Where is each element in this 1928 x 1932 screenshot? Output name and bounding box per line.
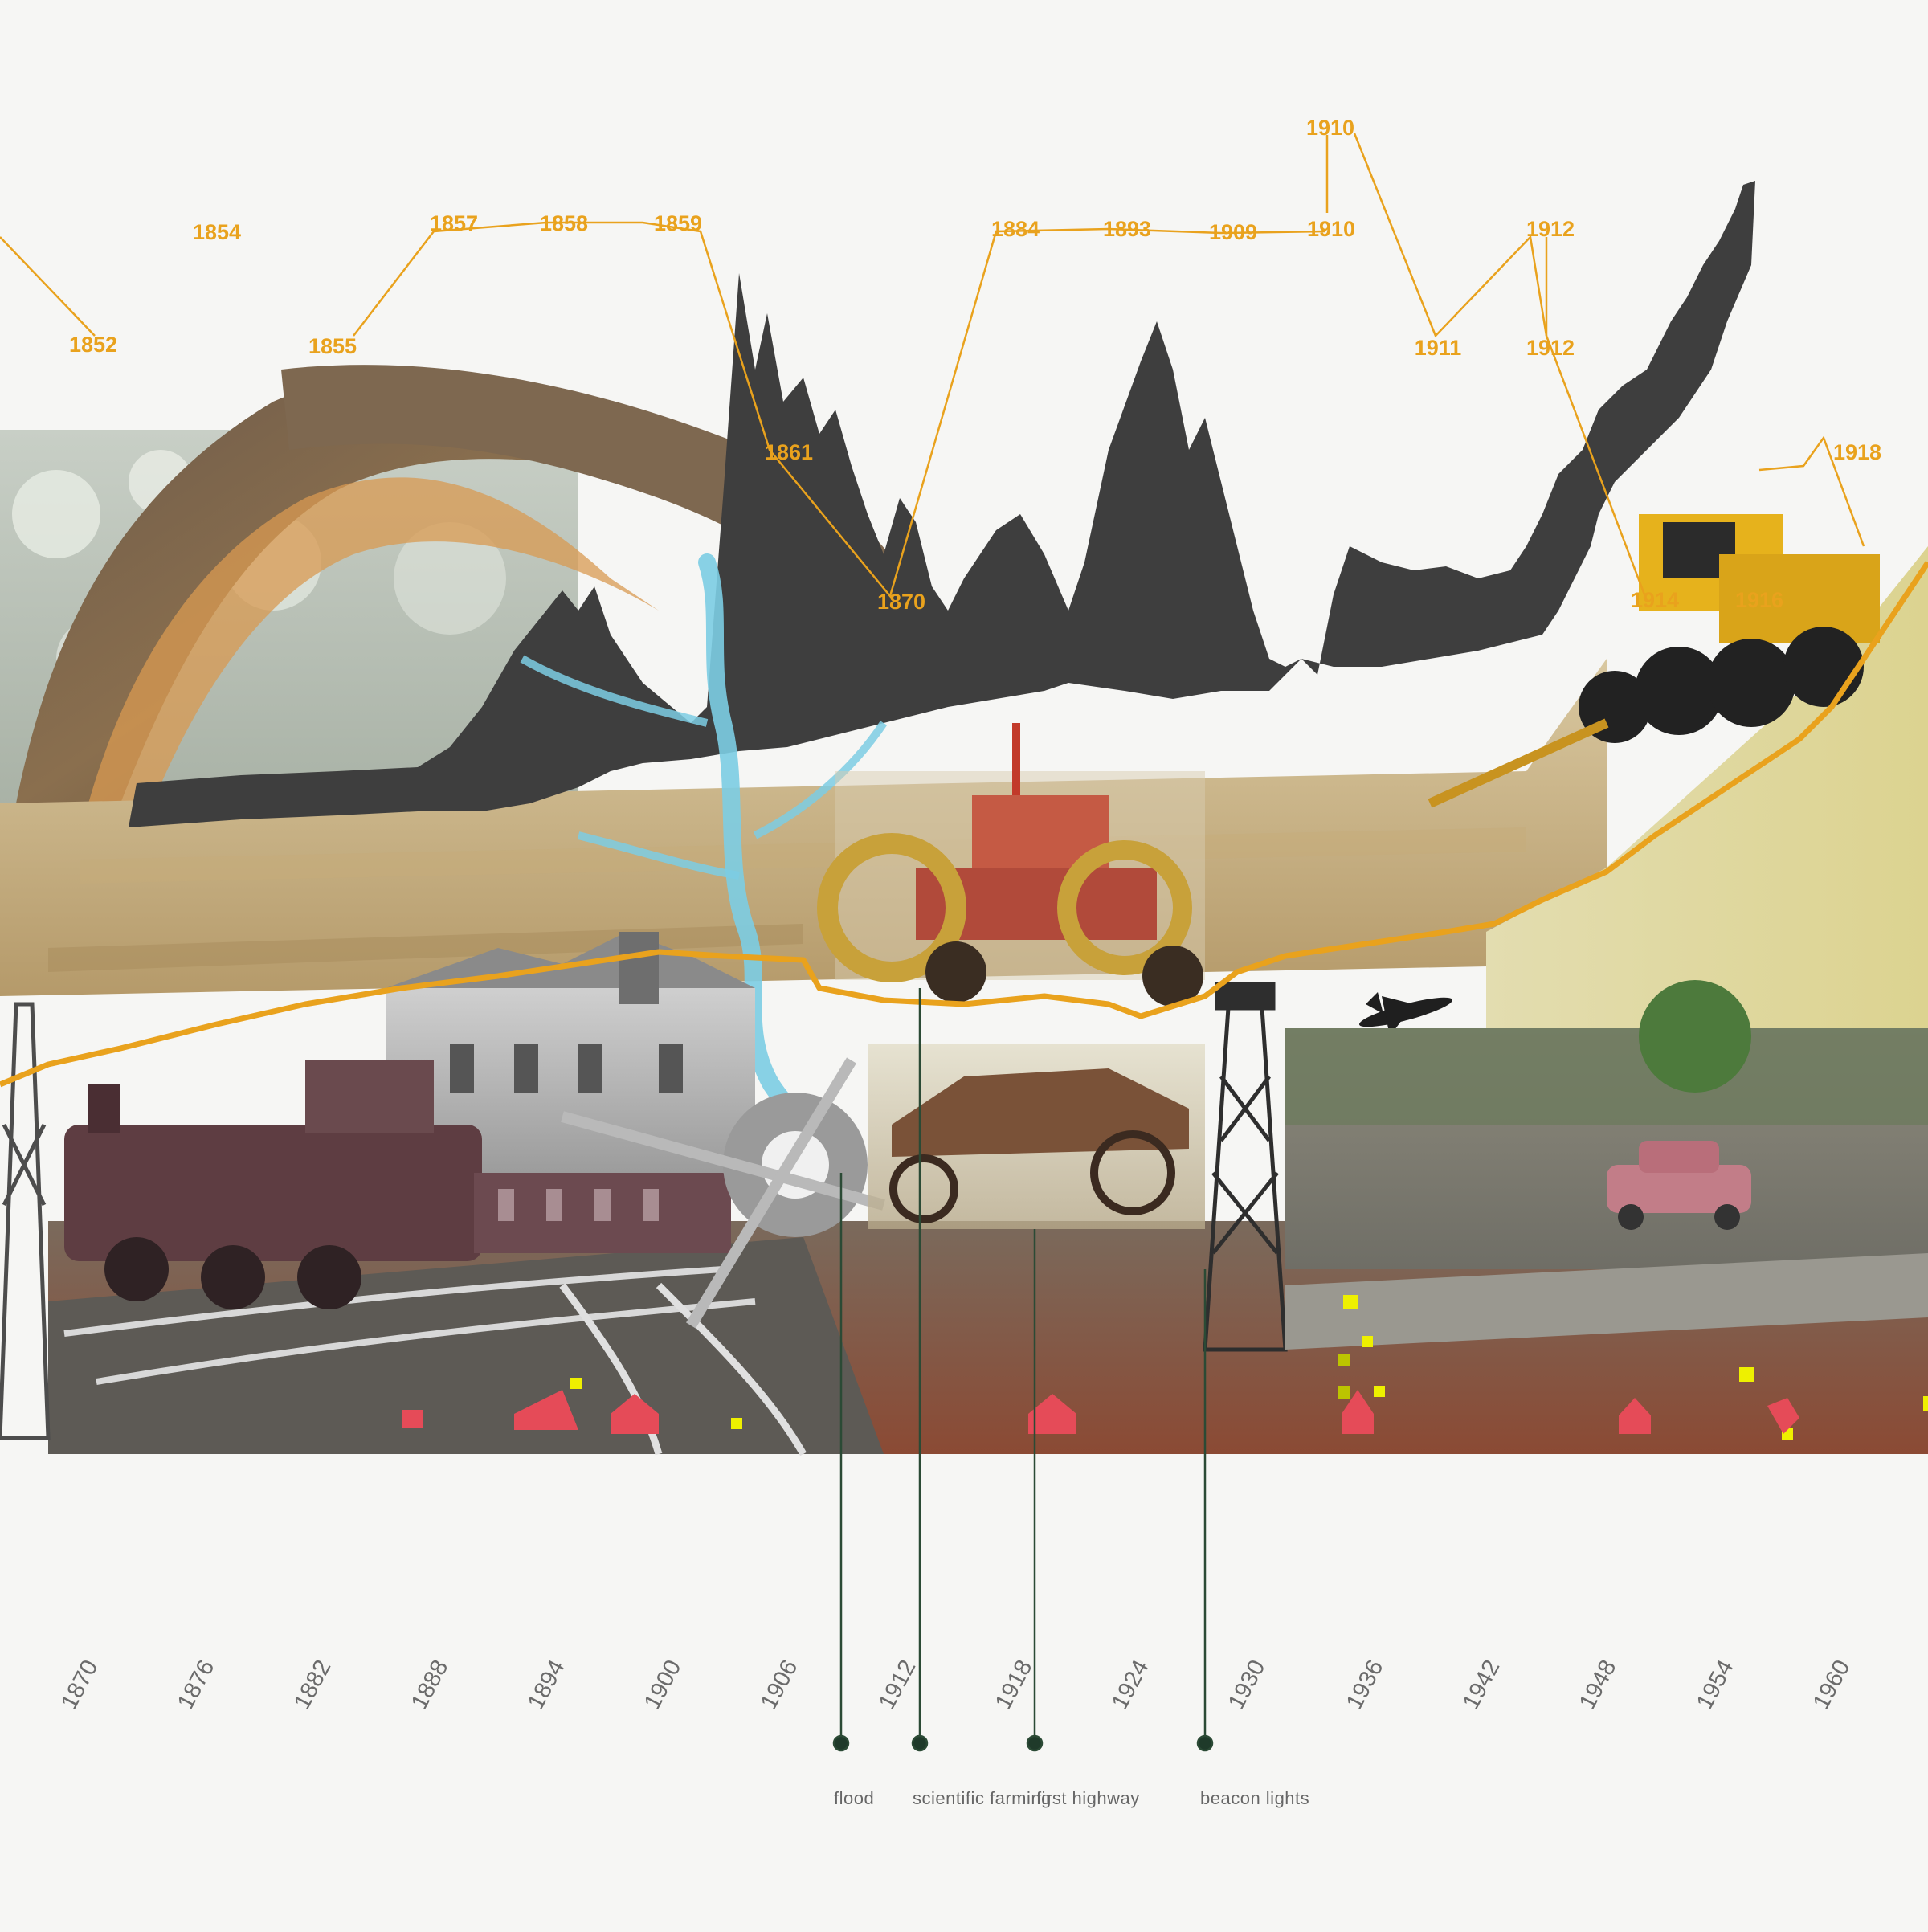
church-marker (1338, 1386, 1350, 1399)
highway-image (1285, 1028, 1928, 1350)
year-label-1859: 1859 (654, 211, 702, 235)
year-labels: 1852 1854 1855 1857 1858 1859 1861 1870 … (69, 116, 1881, 614)
year-label-1870: 1870 (877, 590, 925, 614)
church-marker (1362, 1336, 1373, 1347)
year-label-1858: 1858 (540, 211, 588, 235)
year-label-1909: 1909 (1209, 220, 1257, 244)
church-marker (1739, 1367, 1754, 1382)
year-label-1912: 1912 (1526, 336, 1575, 360)
axis-tick-1948: 1948 (1575, 1656, 1622, 1713)
church-icon (1767, 1398, 1799, 1434)
year-label-1912-top: 1912 (1526, 217, 1575, 241)
trend-line (0, 561, 1928, 1088)
event-lines (832, 988, 1214, 1752)
airplane-image (1358, 992, 1453, 1036)
church-marker (570, 1378, 582, 1389)
beacon-tower-image (1203, 982, 1288, 1352)
left-tower-image (0, 1002, 51, 1440)
event-labels: flood scientific farming first highway b… (834, 1788, 1309, 1808)
year-label-1910-top: 1910 (1306, 116, 1354, 140)
event-label-beacon-lights: beacon lights (1200, 1788, 1309, 1808)
axis-tick-1870: 1870 (56, 1656, 104, 1713)
church-marker (731, 1418, 742, 1429)
year-label-1884: 1884 (991, 217, 1040, 241)
year-label-1854: 1854 (193, 220, 241, 244)
tractor-image (817, 723, 1205, 1007)
year-label-1911: 1911 (1415, 336, 1462, 360)
church-icons (402, 1390, 1799, 1434)
axis-tick-1894: 1894 (523, 1656, 570, 1713)
event-dot-first-highway (1026, 1734, 1044, 1752)
axis-tick-1954: 1954 (1692, 1656, 1739, 1713)
church-marker (1343, 1295, 1358, 1309)
year-label-1910: 1910 (1307, 217, 1355, 241)
event-label-flood: flood (834, 1788, 874, 1808)
church-icon (1028, 1394, 1076, 1434)
axis-tick-1912: 1912 (874, 1656, 921, 1713)
axis-tick-1930: 1930 (1223, 1656, 1271, 1713)
church-markers (570, 1295, 1928, 1440)
axis-tick-1936: 1936 (1342, 1656, 1389, 1713)
church-marker (1374, 1386, 1385, 1397)
event-label-scientific-farming: scientific farming (913, 1788, 1052, 1808)
axis-tick-1906: 1906 (756, 1656, 803, 1713)
steam-train-image (64, 1060, 731, 1309)
axis-ticks: 1870 1876 1882 1888 1894 1900 1906 1912 … (56, 1656, 1856, 1713)
axis-tick-1888: 1888 (406, 1656, 454, 1713)
event-dot-flood (832, 1734, 850, 1752)
propeller-engine-image (561, 1057, 885, 1329)
year-label-1916: 1916 (1735, 588, 1783, 612)
axis-tick-1876: 1876 (173, 1656, 220, 1713)
river-image (698, 553, 844, 1128)
event-dot-scientific-farming (911, 1734, 929, 1752)
church-icon (514, 1390, 578, 1430)
event-label-first-highway: first highway (1036, 1788, 1140, 1808)
year-label-1857: 1857 (430, 211, 478, 235)
axis-tick-1882: 1882 (289, 1656, 337, 1713)
river-branch (520, 655, 888, 880)
year-label-1861: 1861 (765, 440, 813, 464)
year-label-1855: 1855 (308, 334, 357, 358)
year-label-1918: 1918 (1833, 440, 1881, 464)
church-marker (1923, 1396, 1928, 1411)
church-icon (1342, 1390, 1374, 1434)
tree-image (0, 365, 932, 807)
trees-image (1639, 980, 1751, 1093)
pink-car-image (1607, 1141, 1751, 1230)
church-marker (1338, 1354, 1350, 1366)
year-label-1852: 1852 (69, 333, 117, 357)
event-dot-beacon-lights (1196, 1734, 1214, 1752)
axis-tick-1918: 1918 (991, 1656, 1038, 1713)
axis-tick-1924: 1924 (1107, 1656, 1154, 1713)
church-icon (1619, 1398, 1651, 1434)
church-icon (611, 1394, 659, 1434)
year-connectors (0, 133, 1865, 602)
year-label-1893: 1893 (1103, 217, 1151, 241)
axis-tick-1900: 1900 (639, 1656, 687, 1713)
combine-harvester-image (1428, 514, 1880, 808)
year-label-1914: 1914 (1631, 588, 1679, 612)
vintage-car-image (868, 1044, 1205, 1229)
church-icon (402, 1410, 423, 1428)
axis-tick-1942: 1942 (1458, 1656, 1505, 1713)
axis-tick-1960: 1960 (1808, 1656, 1856, 1713)
